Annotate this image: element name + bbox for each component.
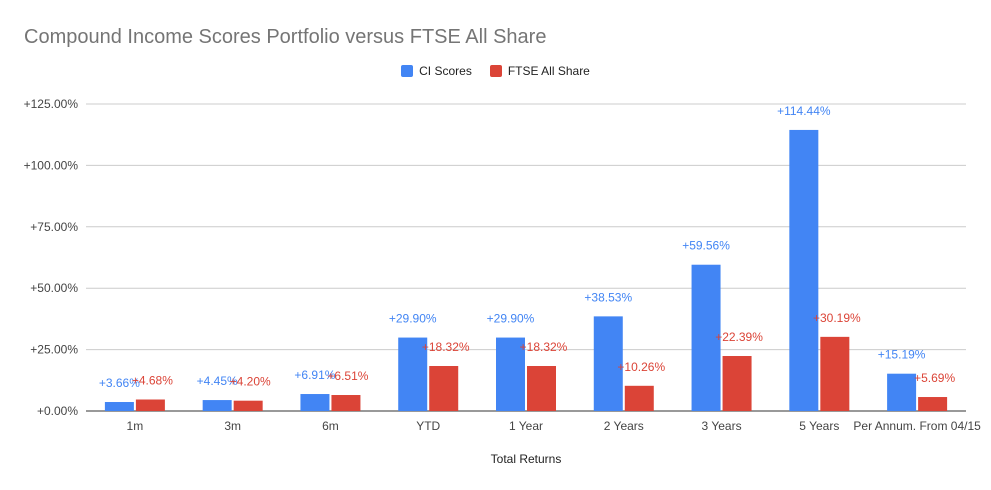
bar-layer (104, 129, 948, 411)
bar-ci-scores (496, 337, 525, 411)
bar-ftse (429, 366, 459, 411)
data-label-ftse: +18.32% (520, 340, 568, 354)
bar-ci-scores (887, 373, 917, 411)
bar-ftse (722, 356, 752, 411)
x-tick-label: 3 Years (702, 419, 742, 433)
data-label-ci-scores: +114.44% (777, 104, 831, 118)
legend-swatch-ci-scores (401, 65, 414, 77)
y-tick-label: +0.00% (37, 404, 78, 418)
x-tick-label: 1m (127, 419, 144, 433)
bar-ci-scores (300, 394, 330, 411)
bar-ci-scores (104, 402, 134, 411)
data-label-ftse: +30.19% (813, 311, 861, 325)
data-label-ftse: +6.51% (327, 369, 368, 383)
legend-label-ftse: FTSE All Share (507, 64, 590, 78)
bar-ftse (233, 400, 263, 411)
legend-label-ci-scores: CI Scores (419, 64, 472, 78)
x-tick-label: YTD (416, 419, 440, 433)
data-label-ci-scores: +59.56% (682, 239, 730, 253)
legend-item-ci-scores: CI Scores (401, 64, 472, 78)
bar-ftse (527, 366, 556, 411)
data-label-ftse: +10.26% (617, 360, 665, 374)
legend: CI Scores FTSE All Share (0, 64, 991, 78)
data-label-ci-scores: +38.53% (584, 290, 632, 304)
y-tick-label: +100.00% (24, 158, 79, 172)
bar-ci-scores (593, 316, 623, 411)
y-tick-label: +50.00% (30, 281, 78, 295)
bar-ftse (918, 397, 948, 411)
data-label-ci-scores: +15.19% (878, 348, 926, 362)
x-tick-label: 2 Years (604, 419, 644, 433)
bar-ftse (331, 395, 361, 411)
y-tick-label: +25.00% (30, 343, 78, 357)
y-tick-label: +125.00% (24, 97, 79, 111)
x-tick-label: 6m (322, 419, 339, 433)
x-tick-label: 5 Years (799, 419, 839, 433)
data-label-ftse: +4.20% (230, 375, 271, 389)
data-label-ftse: +22.39% (715, 330, 763, 344)
x-tick-label: Per Annum. From 04/15 (853, 419, 981, 433)
bar-ci-scores (398, 337, 428, 411)
x-tick-label: 1 Year (509, 419, 543, 433)
bar-ftse (624, 385, 654, 411)
bar-ftse (135, 399, 165, 411)
bar-ci-scores (691, 264, 721, 411)
label-layer: +3.66%+4.68% 1m +4.45%+4.20% 3m +6.91%+6.51%… (99, 104, 981, 433)
bar-ci-scores (202, 400, 232, 411)
data-label-ftse: +18.32% (422, 340, 470, 354)
x-axis-title: Total Returns (491, 452, 562, 466)
data-label-ci-scores: +3.66% (99, 376, 140, 390)
grid-layer: +0.00% +25.00% +50.00% +75.00% +100.00% +125.… (24, 97, 966, 418)
data-label-ci-scores: +4.45% (197, 374, 238, 388)
chart-title: Compound Income Scores Portfolio versus … (24, 26, 547, 48)
data-label-ci-scores: +29.90% (389, 312, 437, 326)
data-label-ftse: +5.69% (914, 371, 955, 385)
data-label-ci-scores: +29.90% (487, 312, 535, 326)
legend-item-ftse: FTSE All Share (489, 64, 590, 78)
legend-swatch-ftse (489, 65, 502, 77)
bar-ci-scores (789, 129, 819, 411)
bar-ftse (820, 336, 850, 411)
data-label-ci-scores: +6.91% (294, 368, 335, 382)
data-label-ftse: +4.68% (132, 374, 173, 388)
x-tick-label: 3m (224, 419, 241, 433)
y-tick-label: +75.00% (30, 220, 78, 234)
